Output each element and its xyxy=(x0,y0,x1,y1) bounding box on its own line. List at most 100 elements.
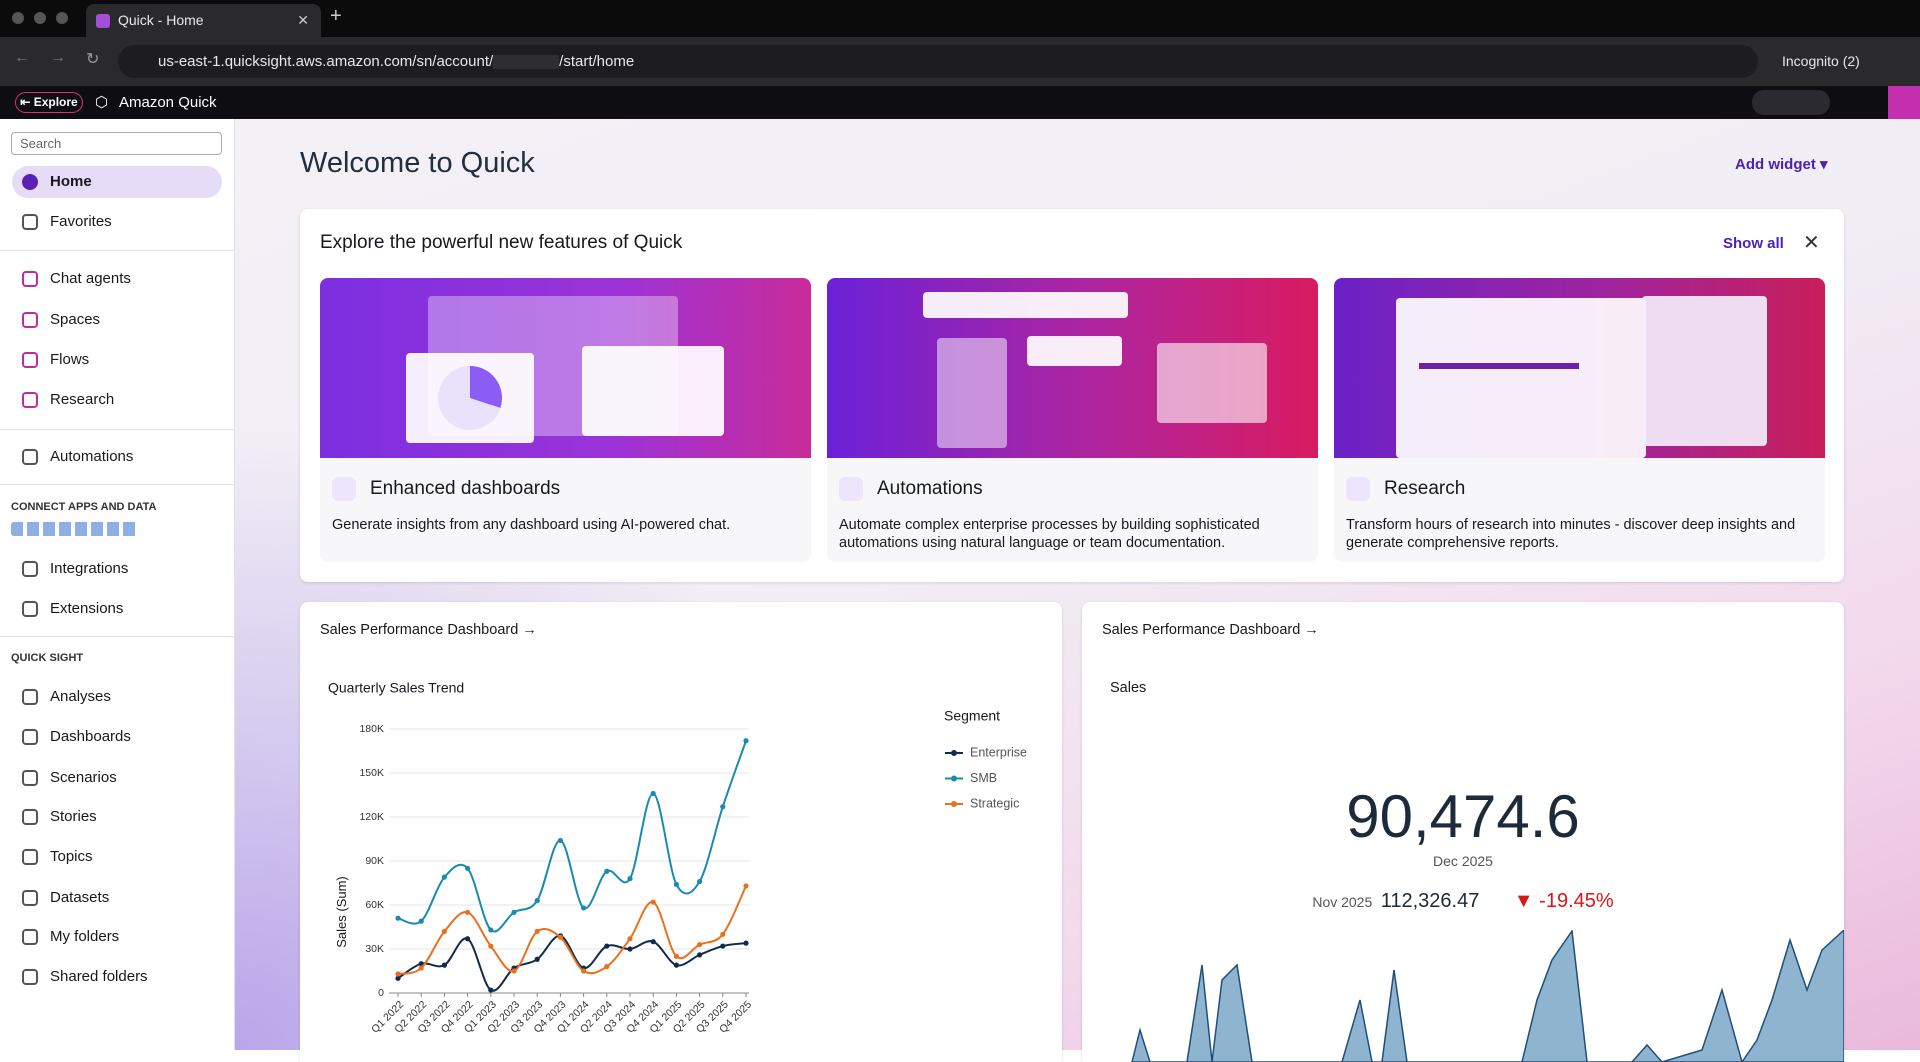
data-point xyxy=(697,952,703,958)
nav-item[interactable]: Chat agents xyxy=(12,263,222,295)
nav-item[interactable]: Extensions xyxy=(12,593,222,625)
tab-bar: Quick - Home ✕ + xyxy=(0,0,1920,37)
data-point xyxy=(627,946,633,952)
feature-card[interactable]: Research Transform hours of research int… xyxy=(1334,278,1825,562)
data-point xyxy=(720,804,726,810)
nav-item[interactable]: Integrations xyxy=(12,553,222,585)
kpi-compare-period: Nov 2025 xyxy=(1312,894,1373,910)
add-widget-button[interactable]: Add widget ▾ xyxy=(1735,156,1828,173)
kpi-change: ▼ -19.45% xyxy=(1513,890,1614,912)
nav-item[interactable]: Dashboards xyxy=(12,721,222,753)
divider xyxy=(0,636,235,637)
nav-item[interactable]: Scenarios xyxy=(12,762,222,794)
browser-tab[interactable]: Quick - Home ✕ xyxy=(86,4,321,37)
legend-label: Strategic xyxy=(970,796,1019,810)
assistant-button[interactable] xyxy=(1888,86,1920,119)
nav-label: Home xyxy=(50,173,92,190)
forward-button[interactable]: → xyxy=(50,49,66,66)
nav-item[interactable]: Topics xyxy=(12,841,222,873)
nav-item[interactable]: Flows xyxy=(12,344,222,376)
y-tick-label: 120K xyxy=(359,811,384,823)
kpi-compare-value: 112,326.47 xyxy=(1380,890,1480,912)
url-suffix: /start/home xyxy=(559,53,635,70)
dashboard-link[interactable]: Sales Performance Dashboard → xyxy=(1102,622,1319,638)
nav-label: Dashboards xyxy=(50,728,131,745)
search-placeholder: Search xyxy=(20,136,62,151)
account-menu[interactable] xyxy=(1752,90,1830,115)
nav-item[interactable]: Research xyxy=(12,384,222,416)
nav-item[interactable]: Home xyxy=(12,166,222,198)
feature-description: Generate insights from any dashboard usi… xyxy=(332,517,731,533)
data-point xyxy=(418,961,424,967)
url-text: us-east-1.quicksight.aws.amazon.com/sn/a… xyxy=(158,53,494,70)
main-content: Welcome to Quick Add widget ▾ Explore th… xyxy=(235,119,1920,1062)
add-widget-label: Add widget xyxy=(1735,156,1816,173)
tab-close[interactable]: ✕ xyxy=(297,12,309,28)
product-name: Amazon Quick xyxy=(119,94,217,111)
new-tab[interactable]: + xyxy=(330,5,342,27)
section-heading[interactable]: CONNECT APPS AND DATA xyxy=(11,501,157,513)
nav-label: Integrations xyxy=(50,560,129,577)
nav-label: Spaces xyxy=(50,311,101,328)
data-point xyxy=(557,934,563,940)
data-point xyxy=(627,876,633,882)
nav-item[interactable]: Favorites xyxy=(12,206,222,238)
incognito-indicator[interactable]: Incognito (2) xyxy=(1782,53,1860,69)
window-close[interactable] xyxy=(12,12,24,24)
feature-image xyxy=(827,278,1318,458)
nav-item[interactable]: Analyses xyxy=(12,681,222,713)
legend-marker xyxy=(951,750,957,756)
data-point xyxy=(418,965,424,971)
nav-label: Scenarios xyxy=(50,769,117,786)
data-point xyxy=(418,918,424,924)
data-point xyxy=(557,837,563,844)
data-point xyxy=(673,953,679,959)
data-point xyxy=(465,909,471,915)
close-button[interactable]: ✕ xyxy=(1803,232,1820,254)
feature-card[interactable]: Enhanced dashboards Generate insights fr… xyxy=(320,278,811,562)
nav-item[interactable]: Automations xyxy=(12,441,222,473)
legend-marker xyxy=(951,775,957,782)
y-tick-label: 0 xyxy=(378,987,384,999)
series-line xyxy=(397,740,747,933)
url-redacted xyxy=(493,55,560,70)
y-tick-label: 60K xyxy=(365,899,384,911)
line-chart: Quarterly Sales Trend Sales (Sum) Segmen… xyxy=(328,680,1027,1036)
kpi-title: Sales xyxy=(1110,680,1147,696)
data-point xyxy=(534,928,540,934)
nav-item[interactable]: Stories xyxy=(12,801,222,833)
explore-label: Explore xyxy=(33,95,78,109)
url-field[interactable]: us-east-1.quicksight.aws.amazon.com/sn/a… xyxy=(118,45,1758,78)
data-point xyxy=(673,881,679,888)
data-point xyxy=(604,868,610,874)
search-box[interactable]: Search xyxy=(11,132,222,155)
nav-label: Datasets xyxy=(50,889,110,906)
nav-item[interactable]: My folders xyxy=(12,921,222,953)
nav-item[interactable]: Shared folders xyxy=(12,961,222,993)
data-point xyxy=(534,956,540,962)
reload-button[interactable]: ↻ xyxy=(86,51,100,68)
tab-title: Quick - Home xyxy=(118,12,204,28)
data-point xyxy=(488,987,494,993)
nav-item[interactable]: Spaces xyxy=(12,304,222,336)
y-tick-label: 30K xyxy=(365,943,384,955)
window-minimize[interactable] xyxy=(34,12,46,24)
dashboard-link[interactable]: Sales Performance Dashboard → xyxy=(320,622,537,638)
window-maximize[interactable] xyxy=(56,12,68,24)
data-point xyxy=(395,975,401,981)
nav-label: Chat agents xyxy=(50,270,131,287)
show-all-link[interactable]: Show all xyxy=(1723,235,1784,252)
explore-button[interactable]: ⇤ Explore xyxy=(15,92,83,113)
section-heading[interactable]: QUICK SIGHT xyxy=(11,652,84,664)
data-point xyxy=(395,915,401,921)
legend-marker xyxy=(951,801,957,807)
nav-item[interactable]: Datasets xyxy=(12,882,222,914)
feature-card[interactable]: Automations Automate complex enterprise … xyxy=(827,278,1318,562)
connector-icons xyxy=(11,522,139,536)
data-point xyxy=(743,940,749,946)
feature-icon xyxy=(1346,477,1370,501)
features-heading: Explore the powerful new features of Qui… xyxy=(320,232,683,253)
back-button[interactable]: ← xyxy=(14,49,30,66)
